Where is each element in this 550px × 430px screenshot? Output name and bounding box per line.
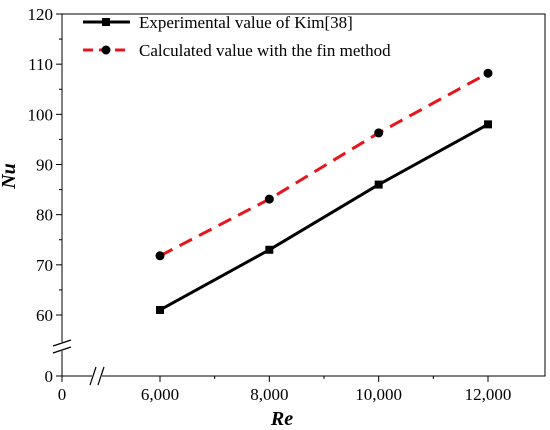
- legend-entry-2: Calculated value with the fin method: [83, 41, 391, 60]
- series-line: [159, 123, 489, 312]
- x-tick-label: 0: [58, 385, 67, 404]
- data-point-square: [265, 245, 274, 254]
- y-axis: 0 60 70 80 90 100 110 120: [28, 5, 62, 386]
- y-axis-break-mark: [52, 346, 72, 354]
- y-tick-label: 80: [36, 206, 53, 225]
- series-line: [159, 71, 489, 258]
- data-point-circle: [483, 68, 493, 78]
- data-series: [155, 68, 493, 314]
- y-tick-label: 90: [36, 156, 53, 175]
- y-tick-label: 0: [45, 367, 54, 386]
- legend-label: Calculated value with the fin method: [139, 41, 391, 60]
- x-tick-label: 10,000: [355, 385, 402, 404]
- x-tick-label: 8,000: [250, 385, 288, 404]
- legend: Experimental value of Kim[38] Calculated …: [83, 13, 391, 60]
- x-axis-break-mark: [89, 366, 97, 386]
- legend-entry-1: Experimental value of Kim[38]: [83, 13, 353, 32]
- plot-border: [61, 13, 546, 377]
- y-tick-label: 120: [28, 5, 54, 24]
- x-axis: 0 6,000 8,000 10,000 12,000: [58, 376, 512, 404]
- legend-marker-square: [102, 18, 110, 26]
- data-point-circle: [155, 251, 165, 261]
- y-tick-label: 110: [28, 55, 53, 74]
- data-point-square: [484, 120, 492, 129]
- legend-marker-circle: [101, 45, 111, 55]
- y-axis-break-gap: [46, 342, 70, 351]
- y-axis-break-mark: [52, 339, 72, 347]
- y-tick-label: 60: [36, 306, 53, 325]
- y-axis-title: Nu: [0, 163, 20, 190]
- y-tick-label: 100: [28, 105, 54, 124]
- data-point-square: [156, 305, 164, 314]
- data-point-square: [374, 180, 383, 189]
- data-point-circle: [374, 128, 384, 138]
- series-1: [156, 120, 492, 314]
- legend-label: Experimental value of Kim[38]: [139, 13, 353, 32]
- x-tick-label: 6,000: [141, 385, 179, 404]
- series-2: [155, 68, 493, 261]
- x-axis-title: Re: [270, 408, 293, 430]
- x-axis-break-mark: [97, 366, 105, 386]
- plot-frame: [46, 13, 546, 388]
- x-tick-label: 12,000: [465, 385, 512, 404]
- y-tick-label: 70: [36, 256, 53, 275]
- x-axis-break-gap: [92, 364, 102, 388]
- data-point-circle: [264, 194, 274, 204]
